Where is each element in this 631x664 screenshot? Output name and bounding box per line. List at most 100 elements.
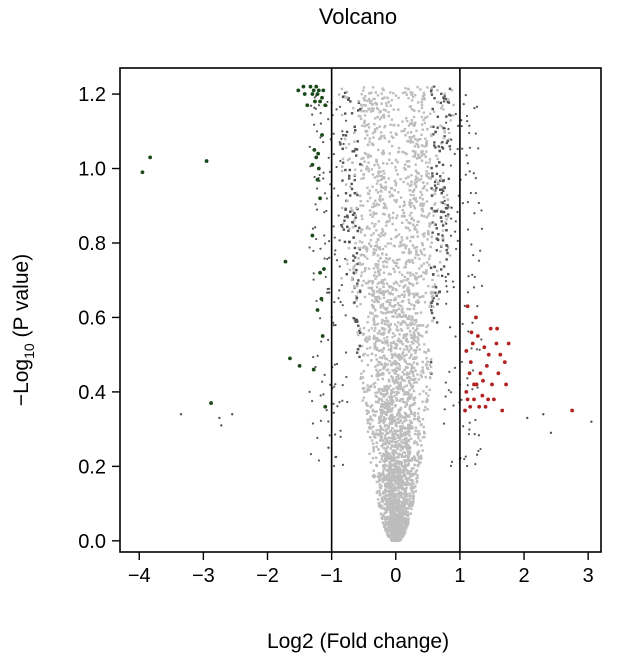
data-point [353,131,356,135]
data-point [334,433,337,436]
data-point [441,171,445,175]
data-point [356,140,359,143]
data-point [373,435,376,438]
data-point [410,393,413,396]
data-point [380,174,383,177]
data-point [413,440,417,443]
data-point [446,139,450,143]
data-point [396,418,399,421]
data-point [381,228,384,231]
data-point [383,503,386,506]
data-point [418,392,422,396]
data-point [408,381,411,384]
data-point [384,412,387,415]
data-point [412,155,415,158]
data-point [394,532,398,535]
data-point [360,359,364,362]
data-point [590,420,593,423]
data-point [366,199,369,203]
data-point [320,340,323,343]
data-point [428,112,432,115]
data-point [379,290,383,294]
data-point [391,259,395,262]
data-point [441,237,445,240]
data-point [396,447,399,450]
data-point [369,415,372,418]
data-point [395,397,398,400]
data-point [361,262,365,266]
data-point [435,164,438,168]
data-point [348,240,351,244]
data-point [387,508,390,511]
data-point [380,444,383,448]
data-point [407,499,410,502]
data-point [359,163,362,166]
data-point [391,376,394,379]
data-point [403,472,406,476]
up-point [486,397,491,402]
data-point [396,421,399,425]
data-point [390,375,393,378]
data-point [369,406,372,409]
data-point [428,388,431,392]
data-point [372,425,375,428]
data-point [408,419,412,423]
data-point [383,126,386,129]
down-point [148,155,153,160]
data-point [476,386,479,389]
data-point [376,364,379,367]
data-point [390,477,393,481]
data-point [407,252,411,255]
data-point [447,98,450,101]
data-point [388,213,391,217]
data-point [352,254,355,257]
data-point [387,291,391,294]
data-point [419,439,422,442]
data-point [409,91,412,94]
data-point [420,123,424,126]
data-point [340,223,343,227]
data-point [391,494,394,497]
data-point [388,534,391,537]
data-point [381,492,385,495]
data-point [411,223,415,226]
data-point [340,87,343,91]
data-point [377,475,380,478]
data-point [398,355,402,358]
data-point [405,479,409,482]
data-point [403,358,406,361]
data-point [380,454,384,458]
data-point [325,209,328,213]
data-point [396,525,399,528]
data-point [383,511,387,515]
data-point [390,503,393,507]
data-point [396,529,400,532]
data-point [405,244,408,248]
data-point [220,424,223,427]
data-point [347,177,351,180]
data-point [392,452,396,456]
data-point [401,352,404,355]
data-point [389,384,392,387]
data-point [416,143,420,147]
data-point [400,476,403,480]
data-point [430,292,433,295]
data-point [386,407,389,411]
data-point [416,235,419,238]
data-point [389,537,393,540]
data-point [400,471,403,474]
up-point [484,363,489,368]
data-point [365,390,368,393]
data-point [403,348,406,351]
data-point [409,205,413,208]
data-point [387,483,390,487]
data-point [411,244,415,247]
data-point [385,413,388,417]
data-point [329,383,332,386]
data-point [426,182,429,185]
data-point [388,440,392,443]
data-point [430,301,433,304]
data-point [443,135,446,138]
data-point [399,501,402,504]
data-point [353,178,356,182]
